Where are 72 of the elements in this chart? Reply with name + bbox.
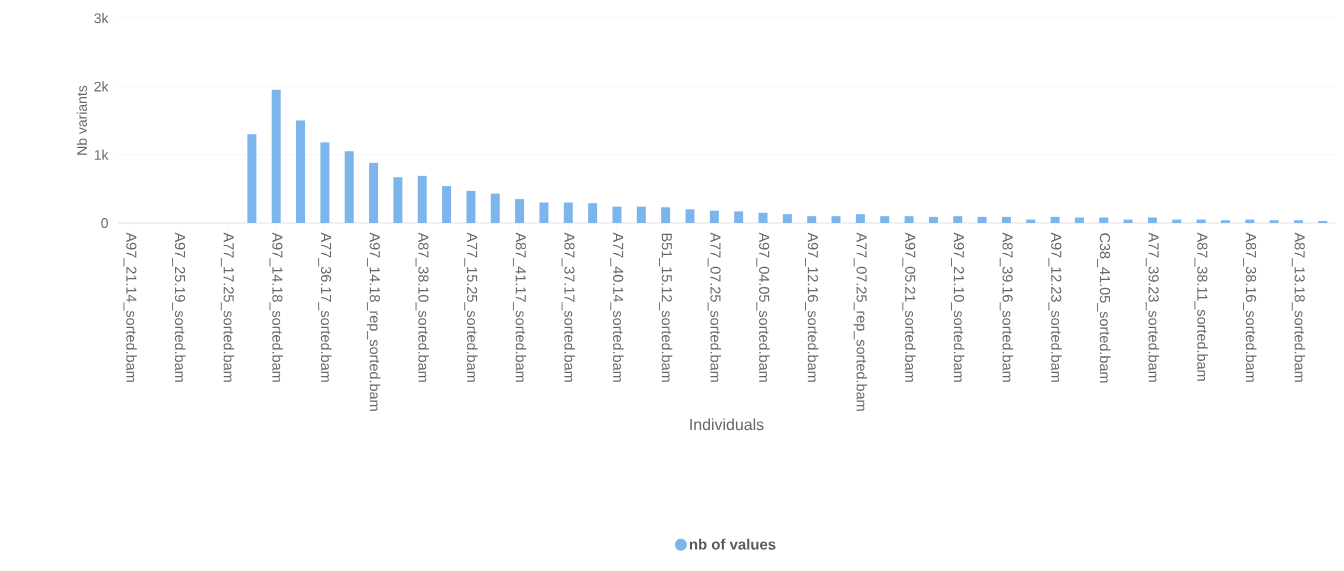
x-tick-label: A87_38.16_sorted.bam xyxy=(1243,232,1257,382)
bar xyxy=(831,216,841,223)
x-tick-label: A97_12.16_sorted.bam xyxy=(805,232,819,382)
bar xyxy=(855,214,865,223)
x-tick-label: A97_25.19_sorted.bam xyxy=(172,232,186,382)
x-tick-label: A97_21.10_sorted.bam xyxy=(951,232,965,382)
bar xyxy=(1269,220,1279,223)
bar xyxy=(1220,220,1230,223)
x-tick-label: A77_36.17_sorted.bam xyxy=(318,232,332,382)
bar xyxy=(1099,217,1109,223)
bar xyxy=(539,202,549,223)
bar xyxy=(1293,220,1303,223)
y-tick-label: 3k xyxy=(94,12,109,24)
bar xyxy=(880,216,890,223)
bar xyxy=(661,207,671,223)
x-tick-label: A77_39.23_sorted.bam xyxy=(1145,232,1160,382)
x-tick-label: A97_14.18_sorted.bam xyxy=(269,232,283,382)
x-axis-title: Individuals xyxy=(690,418,764,431)
bar xyxy=(344,151,354,223)
bar xyxy=(1147,217,1157,223)
y-axis-title: Nb variants xyxy=(76,85,87,155)
bar xyxy=(636,206,646,223)
bar xyxy=(417,175,427,223)
bar xyxy=(685,209,695,223)
x-tick-label: A77_15.25_sorted.bam xyxy=(464,232,478,382)
x-tick-label: A97_12.23_sorted.bam xyxy=(1048,232,1062,382)
x-tick-label: A97_14.18_rep_sorted.bam xyxy=(366,232,381,411)
bar xyxy=(734,211,744,223)
y-tick-label: 1k xyxy=(94,149,109,160)
bar xyxy=(807,216,817,223)
x-tick-label: A77_07.25_sorted.bam xyxy=(707,232,721,382)
bar xyxy=(320,142,330,223)
x-tick-label: A77_07.25_rep_sorted.bam xyxy=(853,232,868,411)
x-tick-label: A97_04.05_sorted.bam xyxy=(756,232,770,382)
x-tick-label: C38_41.05_sorted.bam xyxy=(1097,233,1111,383)
bar xyxy=(904,216,914,223)
bar xyxy=(393,177,403,223)
bar xyxy=(442,186,452,223)
bar xyxy=(758,212,768,223)
x-tick-label: A77_17.25_sorted.bam xyxy=(220,232,235,382)
bar xyxy=(466,190,476,223)
x-tick-label: A77_40.14_sorted.bam xyxy=(610,232,624,382)
bar xyxy=(369,162,379,223)
y-tick-label: 2k xyxy=(94,81,109,92)
bar xyxy=(709,210,719,223)
x-tick-label: A87_38.11_sorted.bam xyxy=(1194,232,1208,381)
bar xyxy=(612,206,622,223)
x-tick-label: A87_13.18_sorted.bam xyxy=(1291,232,1306,382)
x-tick-label: A87_37.17_sorted.bam xyxy=(561,232,575,382)
legend-label: nb of values xyxy=(689,538,776,550)
bar xyxy=(296,120,306,223)
bar xyxy=(782,214,792,223)
x-tick-label: A87_38.10_sorted.bam xyxy=(415,232,429,382)
x-tick-label: A97_05.21_sorted.bam xyxy=(902,232,916,382)
bar xyxy=(271,89,281,223)
x-tick-label: A97_21.14_sorted.bam xyxy=(123,232,137,382)
bar xyxy=(247,134,257,223)
bar xyxy=(953,216,963,223)
bar xyxy=(928,216,938,223)
bar xyxy=(977,216,987,223)
bar xyxy=(1074,217,1084,223)
bar xyxy=(1050,216,1060,223)
bar xyxy=(563,202,573,223)
bar xyxy=(490,193,500,223)
x-tick-label: A87_41.17_sorted.bam xyxy=(512,232,527,382)
x-tick-label: B51_15.12_sorted.bam xyxy=(658,233,673,382)
bar xyxy=(515,199,525,223)
y-tick-label: 0 xyxy=(101,218,108,228)
bar xyxy=(1318,220,1328,223)
bar xyxy=(588,203,598,223)
bar xyxy=(1001,216,1011,223)
x-tick-label: A87_39.16_sorted.bam xyxy=(999,232,1014,382)
